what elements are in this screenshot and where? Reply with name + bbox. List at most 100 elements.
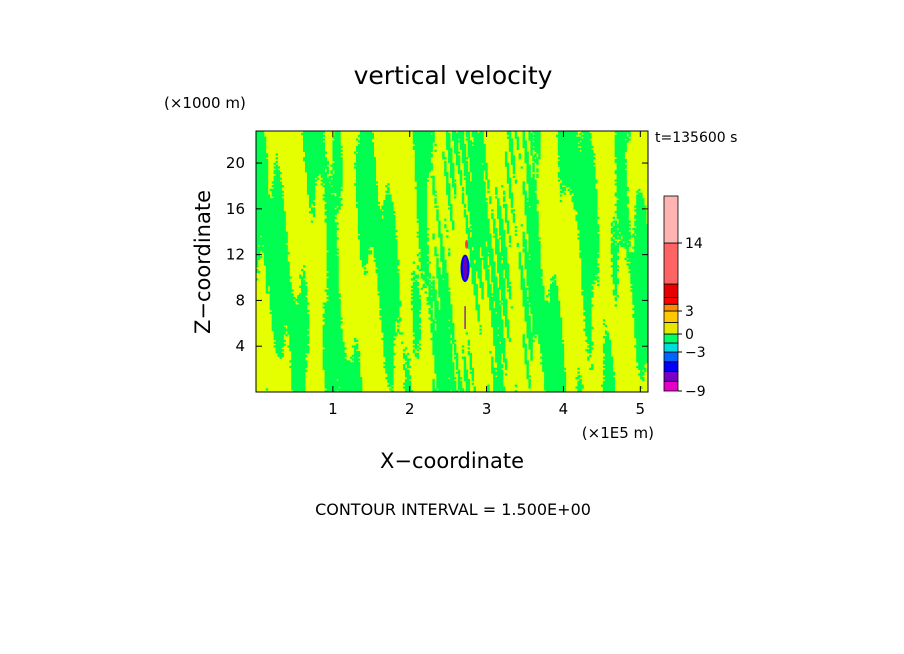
field-cell-down: [640, 298, 643, 302]
field-cell-down: [544, 315, 547, 318]
field-cell-down: [602, 386, 606, 389]
field-cell-down: [448, 386, 451, 389]
field-cell-down: [389, 319, 392, 322]
field-cell-down: [305, 336, 308, 339]
field-cell-down: [273, 317, 276, 320]
field-cell-down: [542, 289, 545, 292]
field-cell-down: [563, 375, 567, 378]
field-cell-down: [289, 296, 292, 300]
field-cell-down: [495, 347, 498, 350]
field-cell-down: [530, 306, 533, 309]
field-cell-down: [277, 317, 280, 320]
field-cell-down: [328, 347, 331, 350]
field-cell-down: [646, 326, 648, 330]
field-cell-down: [428, 276, 431, 279]
field-cell-down: [279, 350, 282, 354]
field-cell-down: [297, 345, 300, 348]
field-cell-down: [324, 371, 327, 374]
field-cell-down: [555, 352, 559, 356]
field-cell-down: [279, 285, 282, 288]
field-cell-down: [502, 337, 506, 341]
field-cell-down: [393, 324, 396, 328]
field-cell-down: [499, 317, 502, 320]
field-cell-down: [267, 278, 271, 281]
field-cell-down: [557, 309, 561, 313]
field-cell-down: [438, 330, 441, 333]
field-cell-down: [506, 332, 510, 335]
field-cell-down: [430, 315, 433, 318]
field-cell-down: [332, 349, 335, 352]
field-cell-down: [501, 280, 504, 283]
field-cell-down: [385, 285, 388, 288]
field-cell-down: [477, 308, 480, 311]
field-cell-down: [606, 334, 610, 337]
field-cell-down: [522, 343, 525, 346]
field-cell-down: [616, 280, 619, 283]
field-cell-down: [391, 309, 394, 313]
field-cell-down: [279, 280, 282, 283]
field-cell-down: [489, 306, 492, 309]
field-cell-down: [385, 362, 388, 365]
field-cell-down: [606, 362, 610, 365]
field-cell-down: [475, 308, 478, 311]
field-cell-down: [526, 278, 529, 281]
field-cell-down: [357, 378, 361, 382]
field-cell-down: [303, 382, 306, 385]
field-cell-down: [355, 375, 359, 378]
field-cell-down: [493, 311, 496, 315]
field-cell-down: [289, 321, 292, 324]
field-cell-down: [393, 352, 396, 356]
field-cell-down: [524, 304, 527, 307]
field-cell-down: [502, 280, 506, 283]
field-cell-down: [452, 323, 455, 326]
field-cell-down: [397, 282, 400, 285]
field-cell-down: [442, 380, 445, 384]
field-cell-down: [281, 334, 284, 337]
field-cell-down: [397, 324, 400, 328]
field-cell-down: [450, 311, 453, 315]
field-cell-down: [412, 300, 416, 303]
field-cell-down: [385, 326, 388, 330]
field-cell-down: [640, 304, 643, 307]
field-cell-down: [295, 364, 298, 367]
field-cell-down: [546, 315, 549, 318]
field-cell-down: [638, 309, 641, 313]
field-cell-down: [530, 293, 533, 296]
field-cell-down: [448, 332, 451, 335]
field-cell-down: [330, 336, 333, 339]
field-cell-down: [644, 323, 647, 326]
field-cell-down: [557, 365, 561, 369]
field-cell-down: [291, 350, 294, 354]
field-cell-down: [277, 337, 280, 341]
field-cell-down: [495, 283, 498, 287]
field-cell-down: [354, 373, 357, 376]
field-cell-down: [444, 315, 447, 318]
field-cell-down: [355, 390, 359, 392]
field-cell-down: [538, 300, 541, 303]
field-cell-down: [551, 334, 555, 337]
field-cell-down: [434, 313, 437, 316]
field-cell-down: [295, 330, 298, 333]
field-cell-down: [387, 283, 390, 287]
field-cell-down: [383, 308, 386, 311]
field-cell-down: [299, 360, 302, 363]
field-cell-down: [638, 332, 641, 335]
field-cell-down: [497, 332, 500, 335]
field-cell-down: [455, 356, 459, 359]
field-cell-down: [389, 289, 392, 292]
field-cell-down: [587, 358, 590, 361]
field-cell-down: [283, 306, 286, 309]
field-cell-down: [393, 313, 396, 316]
field-cell-down: [440, 282, 443, 285]
field-cell-down: [448, 350, 451, 354]
field-cell-down: [606, 352, 610, 356]
field-cell-down: [501, 364, 504, 367]
field-cell-down: [291, 371, 294, 374]
field-cell-down: [493, 298, 496, 302]
field-cell-down: [326, 360, 329, 363]
field-cell-down: [638, 317, 641, 320]
field-cell-down: [644, 336, 647, 339]
field-cell-down: [551, 364, 555, 367]
field-cell-down: [414, 324, 418, 328]
field-cell-down: [346, 367, 349, 371]
